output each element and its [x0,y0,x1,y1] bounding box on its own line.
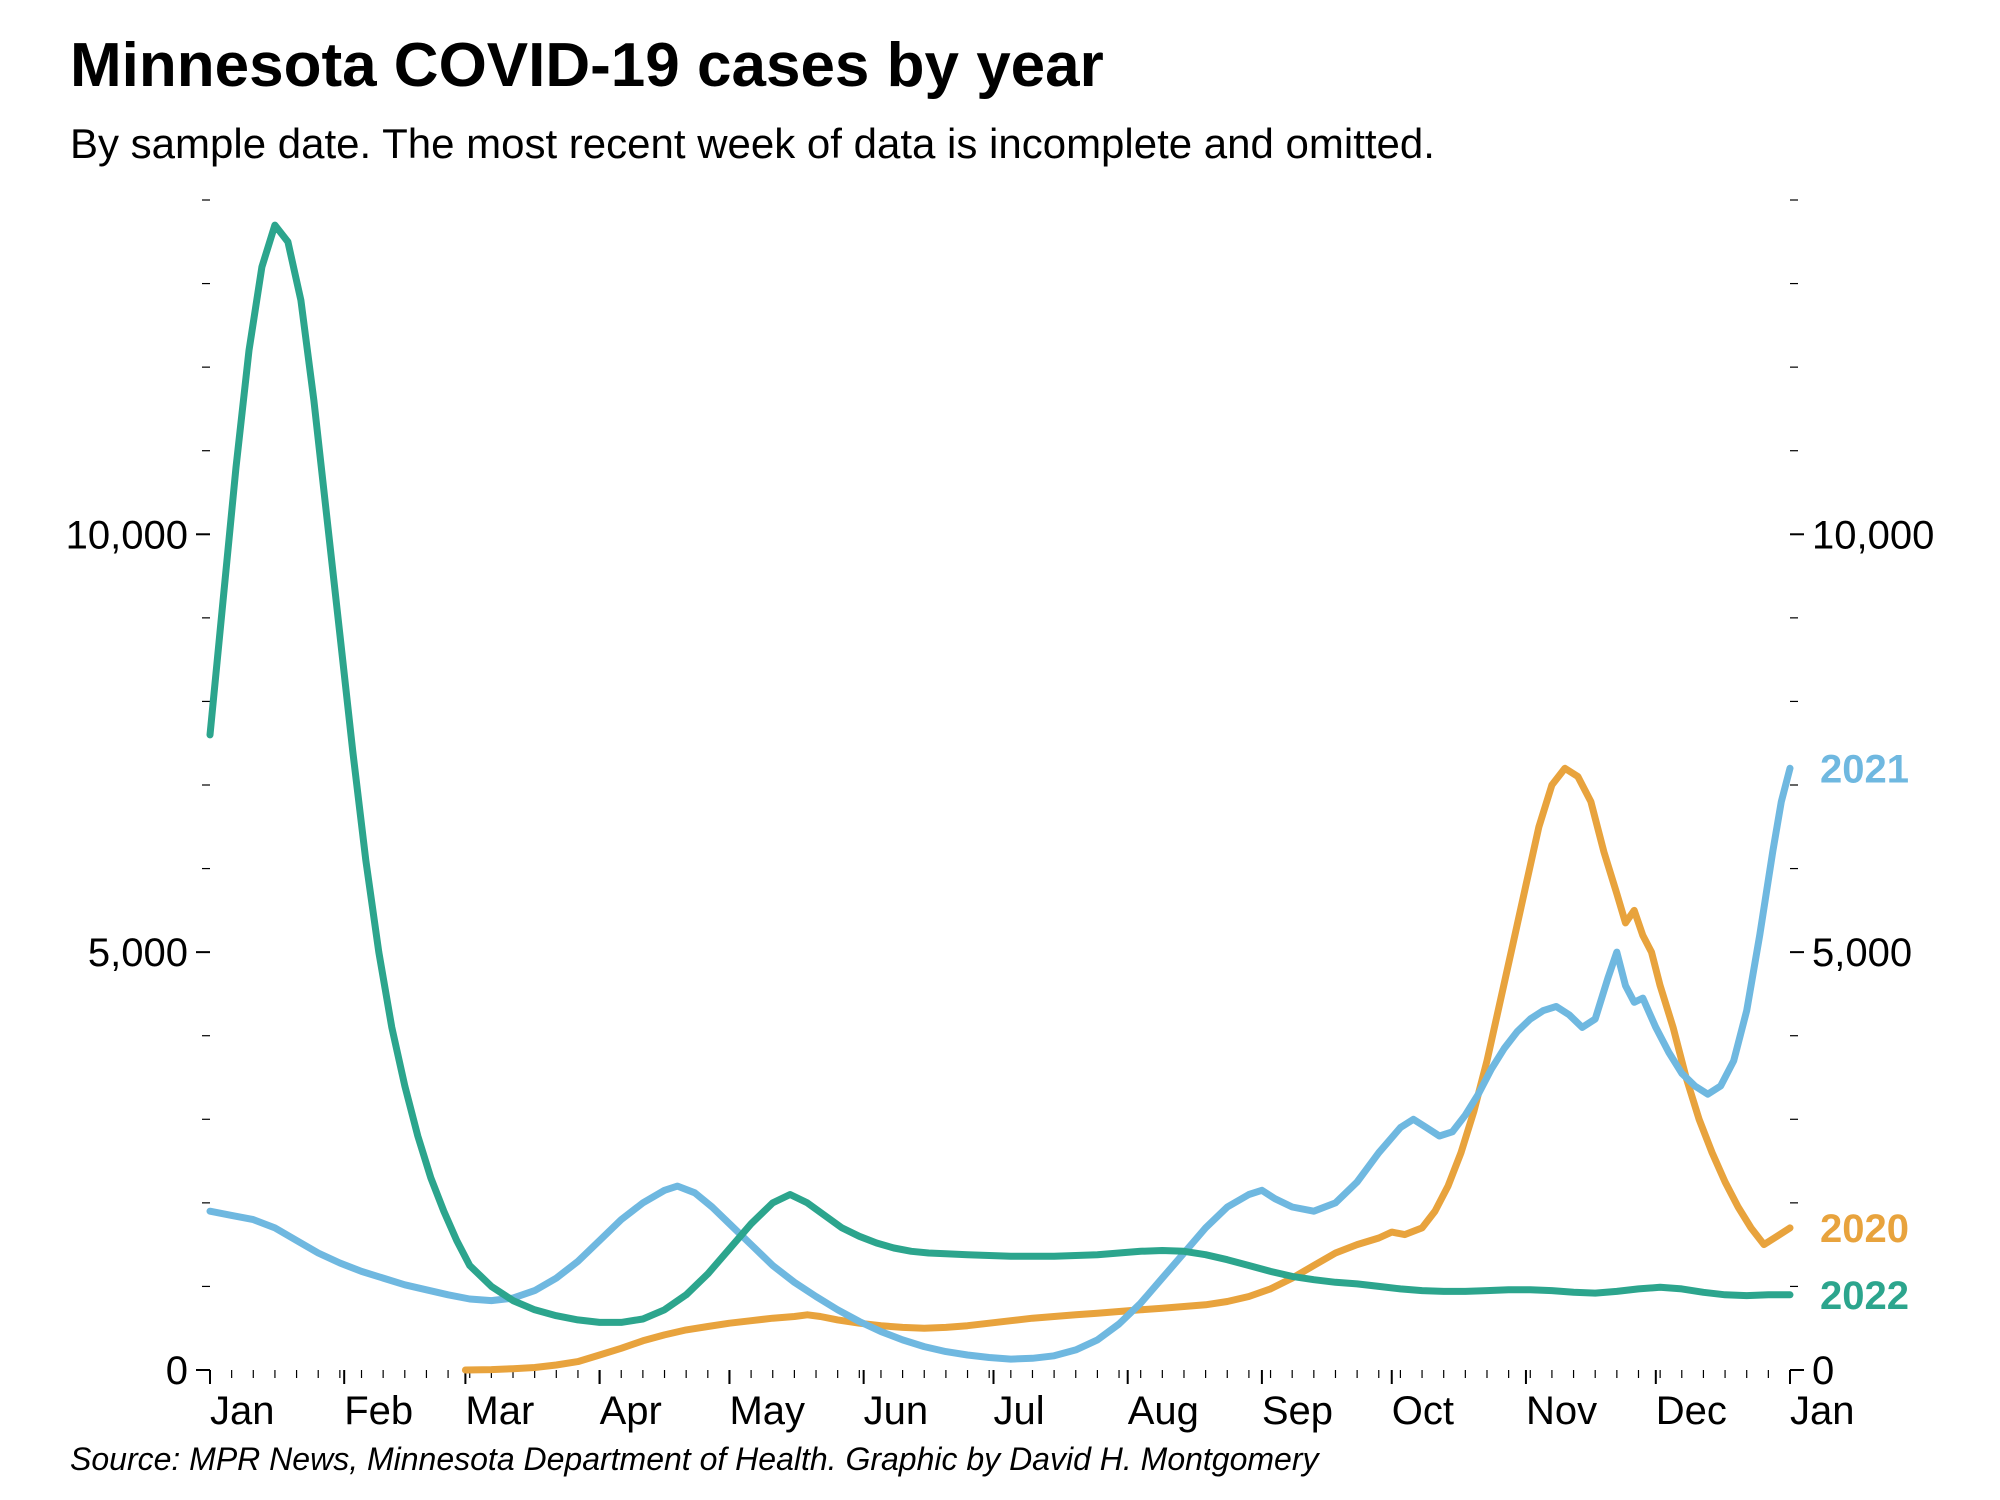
chart-source: Source: MPR News, Minnesota Department o… [70,1441,1319,1478]
y-tick-label: 0 [166,1349,188,1393]
series-line-2021 [210,768,1790,1359]
x-tick-label: Jan [210,1389,275,1433]
x-tick-label: May [729,1389,805,1433]
y-tick-label-right: 5,000 [1812,931,1912,975]
x-tick-label: Oct [1392,1389,1454,1433]
series-label-2022: 2022 [1820,1274,1909,1318]
x-tick-label: Aug [1128,1389,1199,1433]
x-tick-label: Mar [465,1389,534,1433]
y-tick-label-right: 10,000 [1812,513,1934,557]
y-tick-label: 5,000 [88,931,188,975]
x-tick-label: Sep [1262,1389,1333,1433]
x-tick-label: Apr [600,1389,662,1433]
series-label-2020: 2020 [1820,1207,1909,1251]
x-tick-label: Jul [994,1389,1045,1433]
y-tick-label-right: 0 [1812,1349,1834,1393]
y-tick-label: 10,000 [66,513,188,557]
series-line-2020 [465,768,1790,1370]
x-tick-label: Jun [864,1389,929,1433]
chart-container: { "title": "Minnesota COVID-19 cases by … [0,0,2000,1500]
x-tick-label: Jan [1790,1389,1855,1433]
x-tick-label: Feb [344,1389,413,1433]
x-tick-label: Nov [1526,1389,1597,1433]
chart-svg: 0 0 5,000 5,000 10,000 10,000 Jan Feb Mar Apr May J… [0,0,2000,1500]
series-line-2022 [210,225,1790,1322]
series-label-2021: 2021 [1820,747,1909,791]
x-tick-label: Dec [1656,1389,1727,1433]
